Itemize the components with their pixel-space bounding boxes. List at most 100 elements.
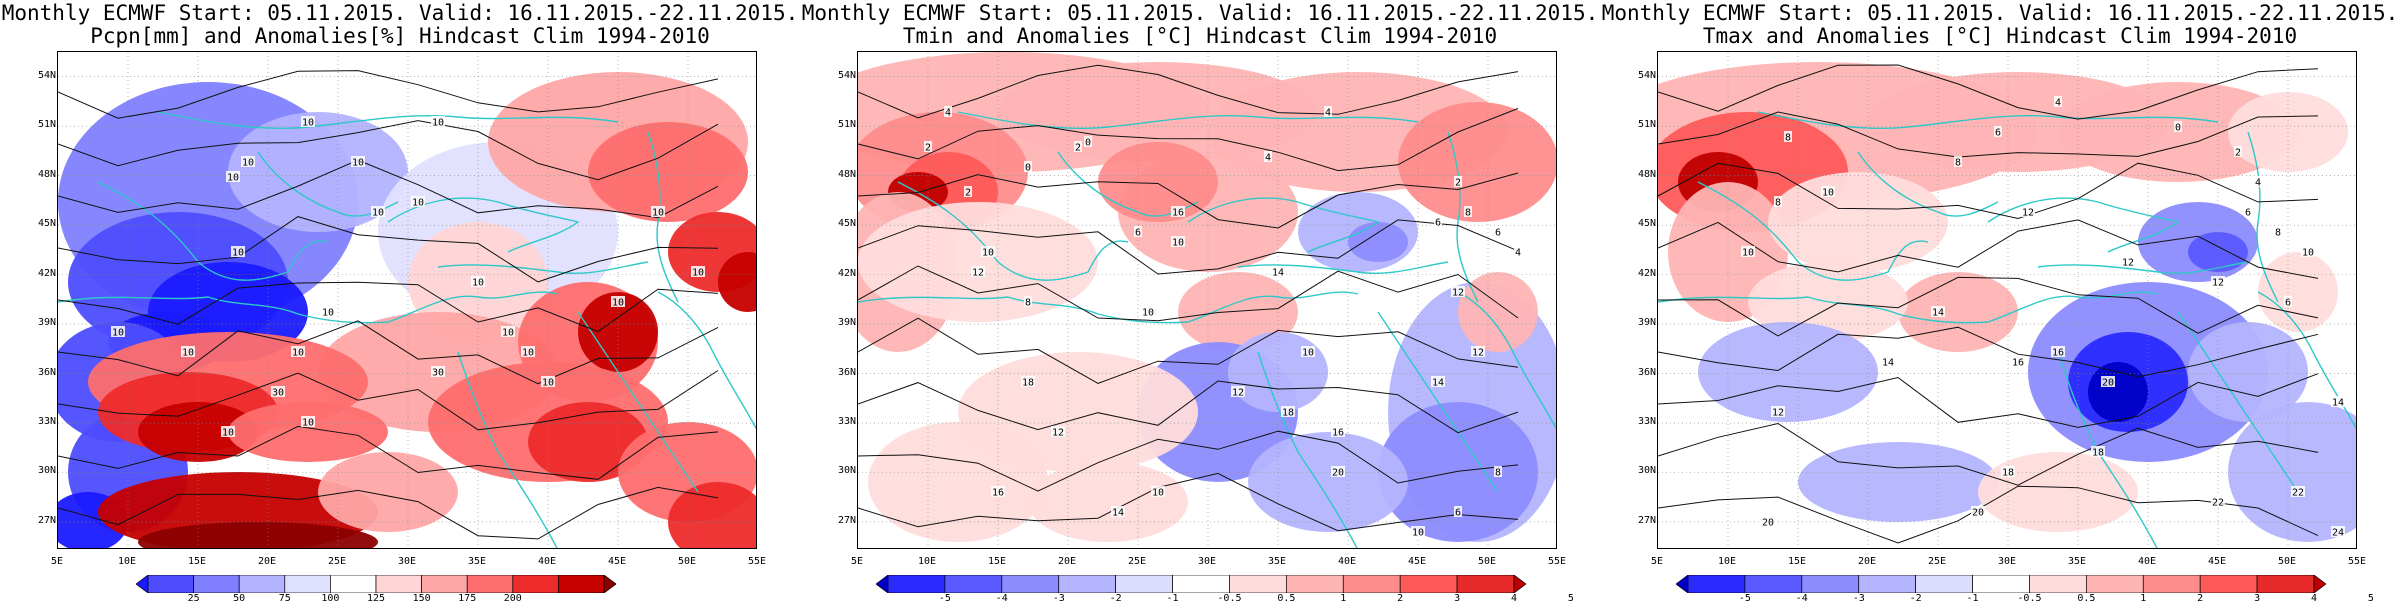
svg-text:14: 14 [2332, 398, 2344, 409]
panel-subtitle: Pcpn[mm] and Anomalies[%] Hindcast Clim … [90, 24, 710, 48]
map-canvas: 8468100246128101416121281061214161820182… [1658, 52, 2356, 548]
longitude-label: 5E [50, 556, 64, 567]
contour-lines [858, 64, 1519, 532]
latitude-label: 42N [38, 267, 57, 279]
tmax-panel: Monthly ECMWF Start: 05.11.2015. Valid: … [1600, 0, 2400, 604]
longitude-label: 30E [1197, 556, 1217, 567]
anomaly-area [588, 122, 748, 222]
contour-line [858, 108, 1519, 172]
contour-label: 12 [1471, 346, 1485, 359]
contour-label: 10 [321, 306, 335, 319]
contour-label: 8 [1774, 196, 1782, 209]
colorbar-tick-label: 1 [1340, 593, 1347, 604]
svg-text:8: 8 [1785, 133, 1791, 144]
contour-label: 10 [431, 116, 445, 129]
longitude-label: 20E [1857, 556, 1877, 567]
svg-text:12: 12 [2022, 208, 2034, 219]
latitude-label: 36N [38, 366, 57, 378]
contour-label: 8 [1494, 466, 1502, 479]
svg-text:10: 10 [1142, 308, 1154, 319]
latitude-label: 48N [38, 168, 57, 180]
latitude-label: 30N [1638, 465, 1657, 477]
colorbar-segment [1513, 575, 1526, 593]
coastline [2247, 131, 2279, 303]
svg-text:16: 16 [1172, 208, 1184, 219]
coastline [457, 351, 558, 548]
contour-line [858, 317, 1519, 384]
colorbar-segment [375, 575, 422, 593]
colorbar-segment [193, 575, 240, 593]
svg-text:4: 4 [1325, 108, 1331, 119]
svg-text:0: 0 [1085, 138, 1091, 149]
svg-text:12: 12 [1452, 288, 1464, 299]
colorbar-segment [421, 575, 468, 593]
svg-text:10: 10 [2302, 248, 2314, 259]
svg-text:18: 18 [1022, 378, 1034, 389]
colorbar-tick-label: -3 [1052, 593, 1065, 604]
svg-text:6: 6 [2245, 208, 2251, 219]
svg-text:2: 2 [1455, 178, 1461, 189]
contour-label: 10 [231, 246, 245, 259]
contour-label: 12 [2121, 256, 2135, 269]
svg-text:12: 12 [1232, 388, 1244, 399]
svg-text:10: 10 [502, 328, 514, 339]
svg-text:10: 10 [302, 418, 314, 429]
coastline [1987, 197, 2180, 253]
coastline [157, 111, 619, 129]
latitude-label: 54N [838, 69, 857, 81]
contour-label: 12 [1451, 286, 1465, 299]
colorbar-tick-label: 200 [503, 593, 522, 604]
latitude-label: 48N [838, 168, 857, 180]
anomaly-area [1798, 442, 1998, 522]
latitude-label: 27N [838, 514, 857, 526]
svg-text:10: 10 [652, 208, 664, 219]
longitude-label: 10E [1717, 556, 1737, 567]
coastline [2257, 291, 2356, 430]
anomaly-area [1378, 402, 1538, 542]
contour-label: 8 [2274, 226, 2282, 239]
longitude-label: 35E [1267, 556, 1287, 567]
colorbar-segment [466, 575, 514, 593]
latitude-label: 45N [1638, 218, 1657, 230]
colorbar-segment [1456, 575, 1515, 593]
colorbar-segment [1676, 575, 1689, 593]
latitude-label: 33N [838, 416, 857, 428]
contour-line [1658, 64, 2319, 120]
map-area: 4 2 0 2 2 6 10 4 4 0 10 8 2 6 10 12 14 16 18 12 10 18 10 12 16 14… [857, 51, 1557, 549]
tmin-panel: Monthly ECMWF Start: 05.11.2015. Valid: … [800, 0, 1600, 604]
contour-label: 16 [1171, 206, 1185, 219]
contour-label: 6 [2284, 296, 2292, 309]
contour-label: 12 [971, 266, 985, 279]
longitude-label: 45E [607, 556, 627, 567]
contour-label: 10 [1151, 486, 1165, 499]
contour-label: 14 [1111, 506, 1125, 519]
longitude-label: 20E [257, 556, 277, 567]
contour-label: 10 [1821, 186, 1835, 199]
contour-label: 12 [1771, 406, 1785, 419]
colorbar-tick-label: -0.5 [2017, 593, 2042, 604]
colorbar-segment [887, 575, 946, 593]
contour-label: 14 [1271, 266, 1285, 279]
contour-label: 16 [2051, 346, 2065, 359]
contour-label: 10 [2301, 246, 2315, 259]
contour-label: 10 [1171, 236, 1185, 249]
svg-text:10: 10 [372, 208, 384, 219]
contour-label: 10 [541, 376, 555, 389]
colorbar-tick-label: 75 [278, 593, 291, 604]
contour-label: 12 [2211, 276, 2225, 289]
svg-text:22: 22 [2212, 498, 2224, 509]
coastline [2037, 261, 2249, 275]
colorbar-segment [1972, 575, 2030, 593]
svg-text:6: 6 [2285, 298, 2291, 309]
svg-text:4: 4 [1515, 248, 1521, 259]
contour-label: 18 [2091, 446, 2105, 459]
contour-label: 10 [471, 276, 485, 289]
colorbar-segment [284, 575, 331, 593]
colorbar-tick-label: 100 [321, 593, 340, 604]
contour-label: 16 [2011, 356, 2025, 369]
svg-text:10: 10 [412, 198, 424, 209]
anomaly-area [2228, 402, 2356, 542]
latitude-label: 33N [1638, 416, 1657, 428]
colorbar-tick-label: 1 [2140, 593, 2147, 604]
